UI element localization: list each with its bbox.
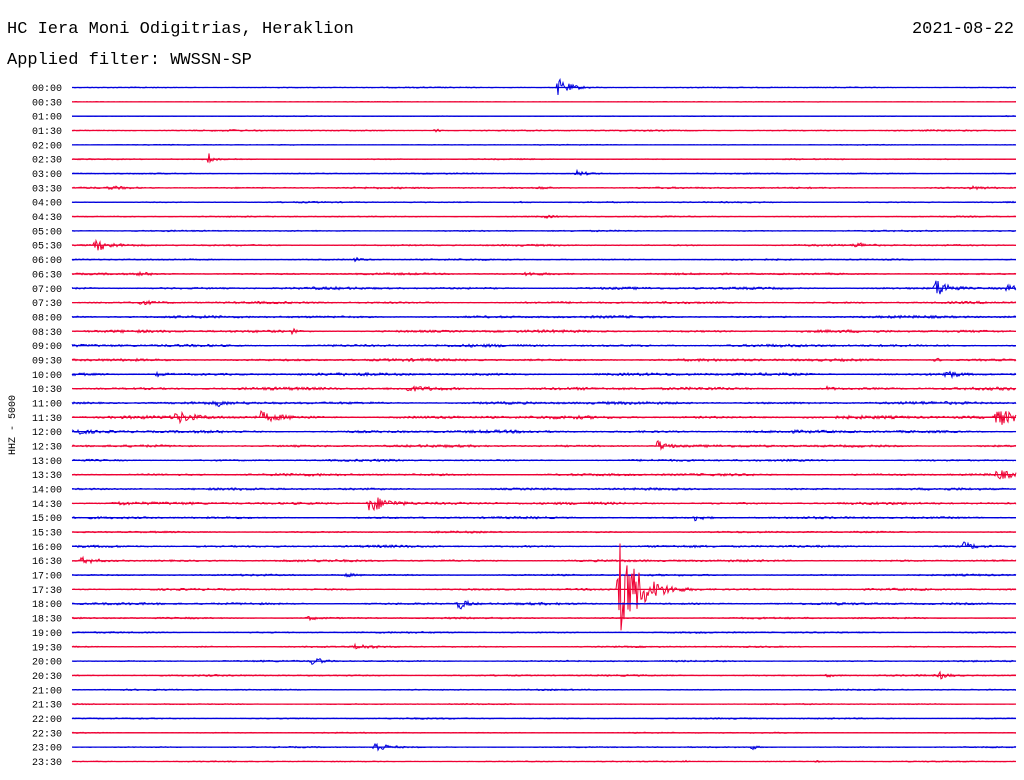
time-tick-label: 13:00 — [32, 457, 62, 468]
time-tick-label: 17:00 — [32, 572, 62, 583]
trace-group — [71, 77, 1017, 764]
time-tick-label: 05:30 — [32, 242, 62, 253]
time-tick-label: 08:30 — [32, 328, 62, 339]
time-tick-label: 04:30 — [32, 213, 62, 224]
seismogram-trace-1730 — [71, 543, 1017, 631]
seismogram-trace-1800 — [71, 599, 1017, 610]
time-tick-label: 02:00 — [32, 141, 62, 152]
time-tick-label: 15:00 — [32, 514, 62, 525]
time-tick-label: 16:30 — [32, 557, 62, 568]
time-tick-label: 20:30 — [32, 672, 62, 683]
time-tick-label: 12:00 — [32, 428, 62, 439]
seismogram-trace-0230 — [71, 153, 1017, 164]
time-tick-label: 21:30 — [32, 701, 62, 712]
time-tick-label: 20:00 — [32, 658, 62, 669]
record-date: 2021-08-22 — [911, 20, 1014, 39]
seismogram-trace-0300 — [71, 168, 1017, 176]
time-tick-label: 09:30 — [32, 356, 62, 367]
time-tick-label: 21:00 — [32, 686, 62, 697]
seismogram-trace-1600 — [71, 541, 1017, 550]
seismogram-trace-1230 — [71, 439, 1017, 451]
time-tick-label: 07:00 — [32, 285, 62, 296]
time-tick-label: 06:00 — [32, 256, 62, 267]
time-tick-label: 13:30 — [32, 471, 62, 482]
station-title: HC Iera Moni Odigitrias, Heraklion — [7, 20, 354, 39]
time-tick-group: 00:00 00:30 01:00 01:30 02:00 02:30 03:00 03:30… — [32, 84, 62, 769]
time-tick-label: 22:30 — [32, 729, 62, 740]
time-tick-label: 07:30 — [32, 299, 62, 310]
time-tick-label: 03:30 — [32, 184, 62, 195]
time-tick-label: 02:30 — [32, 156, 62, 167]
time-tick-label: 11:30 — [32, 414, 62, 425]
applied-filter: Applied filter: WWSSN-SP — [7, 51, 252, 70]
seismogram-trace-1100 — [71, 400, 1017, 408]
time-tick-label: 14:00 — [32, 486, 62, 497]
time-tick-label: 17:30 — [32, 586, 62, 597]
time-tick-label: 00:30 — [32, 98, 62, 109]
time-tick-label: 23:00 — [32, 744, 62, 755]
y-axis-label: HHZ - 5000 — [8, 395, 19, 455]
time-tick-label: 01:00 — [32, 113, 62, 124]
time-tick-label: 22:00 — [32, 715, 62, 726]
time-tick-label: 04:00 — [32, 199, 62, 210]
time-tick-label: 18:00 — [32, 600, 62, 611]
time-tick-label: 19:00 — [32, 629, 62, 640]
time-tick-label: 09:00 — [32, 342, 62, 353]
time-tick-label: 19:30 — [32, 643, 62, 654]
time-tick-label: 03:00 — [32, 170, 62, 181]
time-tick-label: 23:30 — [32, 758, 62, 769]
time-tick-label: 10:00 — [32, 371, 62, 382]
time-tick-label: 08:00 — [32, 313, 62, 324]
time-tick-label: 11:00 — [32, 399, 62, 410]
time-tick-label: 15:30 — [32, 529, 62, 540]
time-tick-label: 18:30 — [32, 615, 62, 626]
time-tick-label: 01:30 — [32, 127, 62, 138]
time-tick-label: 14:30 — [32, 500, 62, 511]
time-tick-label: 16:00 — [32, 543, 62, 554]
seismogram-trace-0700 — [71, 280, 1017, 295]
time-tick-label: 05:00 — [32, 227, 62, 238]
time-tick-label: 00:00 — [32, 84, 62, 95]
time-tick-label: 12:30 — [32, 443, 62, 454]
time-tick-label: 06:30 — [32, 270, 62, 281]
time-tick-label: 10:30 — [32, 385, 62, 396]
